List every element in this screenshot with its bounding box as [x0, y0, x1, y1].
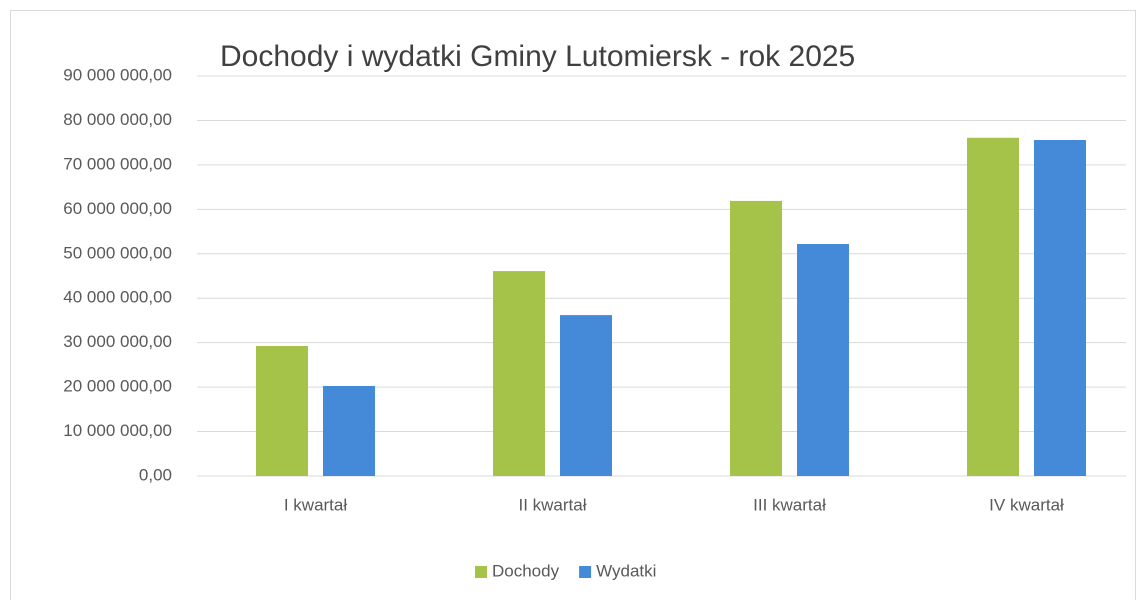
y-tick-label: 70 000 000,00: [63, 154, 172, 173]
y-tick-label: 20 000 000,00: [63, 377, 172, 396]
x-tick-label: I kwartał: [284, 495, 348, 514]
legend-swatch: [475, 566, 487, 578]
y-tick-label: 30 000 000,00: [63, 332, 172, 351]
bar: [1034, 140, 1086, 476]
bar: [797, 244, 849, 476]
y-tick-label: 0,00: [139, 465, 172, 484]
bar: [323, 386, 375, 476]
y-tick-label: 50 000 000,00: [63, 243, 172, 262]
legend-swatch: [579, 566, 592, 578]
chart-title: Dochody i wydatki Gminy Lutomiersk - rok…: [220, 40, 855, 73]
bar: [256, 346, 308, 476]
y-tick-label: 80 000 000,00: [63, 110, 172, 129]
x-tick-label: II kwartał: [518, 495, 586, 514]
x-tick-label: III kwartał: [753, 495, 826, 514]
legend-label: Dochody: [492, 561, 560, 580]
x-tick-label: IV kwartał: [989, 495, 1064, 514]
y-tick-label: 10 000 000,00: [63, 421, 172, 440]
y-tick-label: 90 000 000,00: [63, 65, 172, 84]
bar: [493, 271, 545, 476]
y-tick-label: 60 000 000,00: [63, 199, 172, 218]
bar: [967, 137, 1019, 476]
chart-frame: [10, 10, 1136, 600]
bar: [730, 200, 782, 476]
bar: [560, 315, 612, 476]
y-tick-label: 40 000 000,00: [63, 288, 172, 307]
legend-label: Wydatki: [596, 561, 656, 580]
